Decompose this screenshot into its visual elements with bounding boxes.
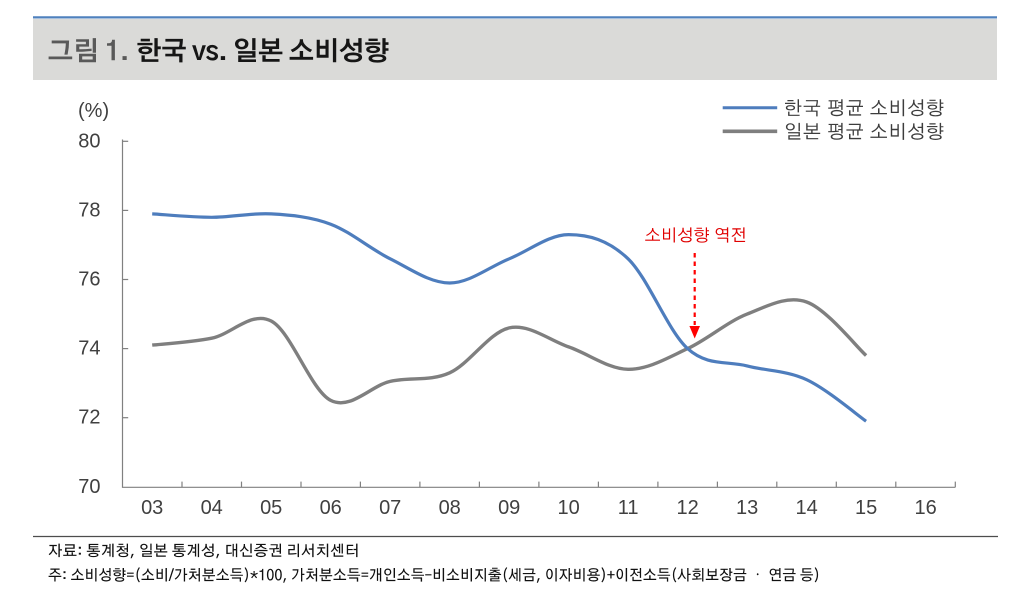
svg-text:10: 10 xyxy=(557,497,579,519)
svg-text:08: 08 xyxy=(439,497,461,519)
svg-text:14: 14 xyxy=(795,497,817,519)
svg-text:76: 76 xyxy=(78,269,100,291)
svg-text:74: 74 xyxy=(78,338,100,360)
svg-text:13: 13 xyxy=(736,497,758,519)
svg-text:06: 06 xyxy=(320,497,342,519)
svg-text:(%): (%) xyxy=(78,100,109,122)
svg-text:04: 04 xyxy=(201,497,223,519)
svg-text:05: 05 xyxy=(260,497,282,519)
svg-text:15: 15 xyxy=(855,497,877,519)
svg-text:72: 72 xyxy=(78,407,100,429)
svg-text:11: 11 xyxy=(618,497,639,519)
svg-text:03: 03 xyxy=(141,497,163,519)
svg-text:09: 09 xyxy=(498,497,520,519)
svg-text:12: 12 xyxy=(676,497,698,519)
svg-text:80: 80 xyxy=(78,130,100,152)
svg-text:70: 70 xyxy=(78,476,100,498)
svg-text:16: 16 xyxy=(914,497,936,519)
svg-text:07: 07 xyxy=(379,497,401,519)
svg-text:78: 78 xyxy=(78,199,100,221)
